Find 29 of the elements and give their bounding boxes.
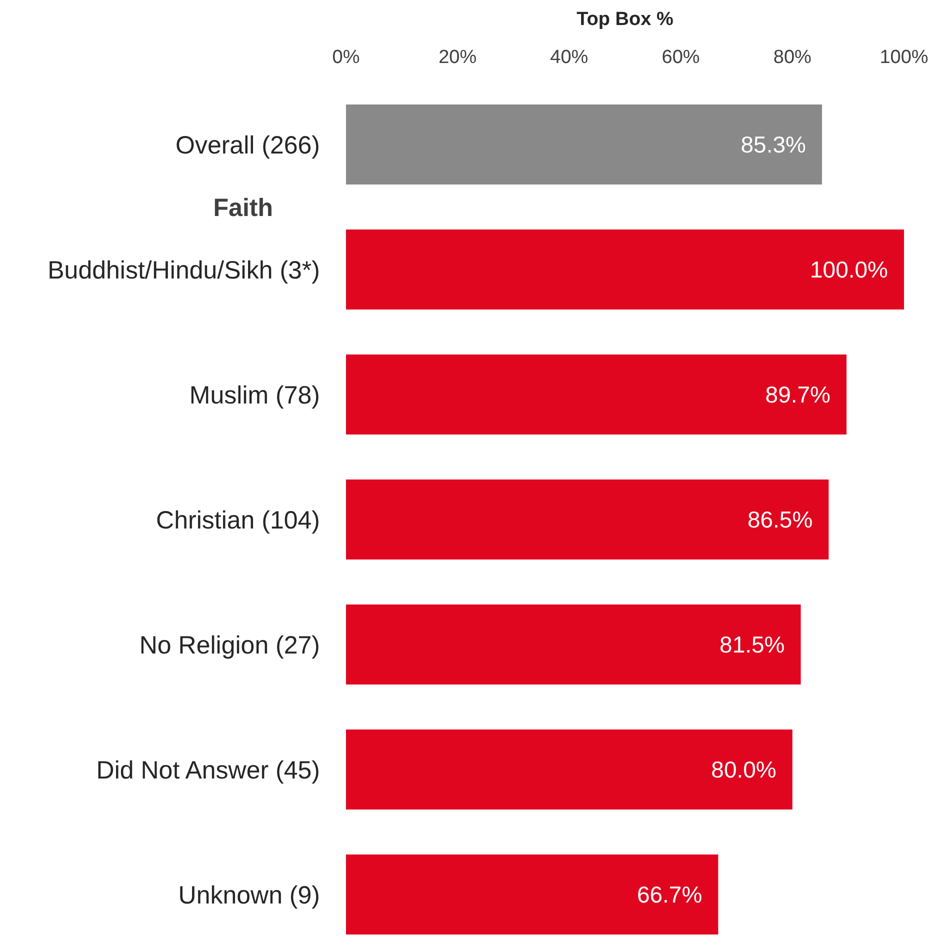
- data-label: 85.3%: [740, 132, 806, 158]
- x-tick-label: 20%: [438, 47, 477, 68]
- y-tick-label: Buddhist/Hindu/Sikh (3*): [48, 256, 320, 284]
- bar: [346, 230, 904, 310]
- x-tick-label: 80%: [773, 47, 812, 68]
- bar: [346, 354, 847, 434]
- bar: [346, 854, 718, 934]
- data-label: 80.0%: [711, 756, 776, 783]
- data-label: 86.5%: [747, 506, 813, 533]
- y-tick-label: Unknown (9): [178, 881, 320, 910]
- bar: [346, 730, 792, 810]
- x-tick-label: 100%: [880, 47, 928, 68]
- bar: [346, 480, 829, 560]
- data-label: 89.7%: [765, 382, 831, 408]
- y-tick-label: Did Not Answer (45): [96, 756, 320, 784]
- data-label: 66.7%: [636, 882, 702, 908]
- x-axis-title: Top Box %: [576, 9, 674, 30]
- x-tick-label: 40%: [550, 47, 588, 68]
- y-tick-label: No Religion (27): [139, 631, 320, 660]
- data-label: 100.0%: [810, 256, 888, 283]
- text: Faith: [213, 194, 273, 222]
- y-tick-label: Christian (104): [156, 506, 320, 534]
- x-tick-label: 0%: [332, 47, 360, 68]
- y-tick-label: Overall (266): [176, 131, 320, 160]
- bar: [346, 604, 801, 684]
- bar: [346, 104, 822, 184]
- x-tick-label: 60%: [662, 47, 700, 68]
- y-tick-label: Muslim (78): [189, 381, 320, 410]
- data-label: 81.5%: [720, 632, 785, 658]
